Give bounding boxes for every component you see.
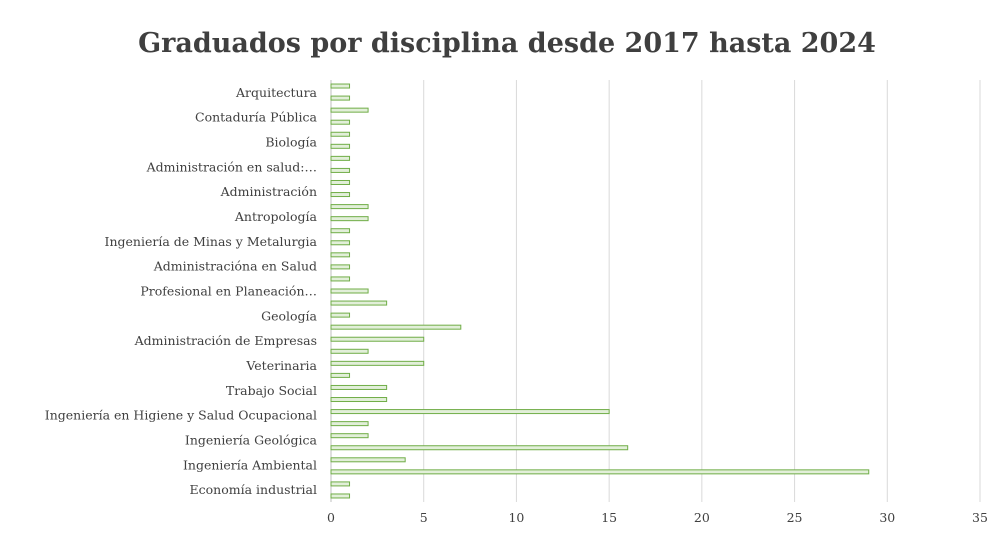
category-label: Economía industrial (190, 482, 317, 497)
bar (330, 131, 351, 137)
category-label: Profesional en Planeación… (140, 284, 317, 299)
bar (330, 469, 870, 475)
category-label: Ingeniería Ambiental (183, 457, 317, 472)
bar (330, 107, 369, 113)
bar (330, 433, 369, 439)
chart-title: Graduados por disciplina desde 2017 hast… (138, 28, 876, 59)
bar (330, 348, 369, 354)
x-tick-label: 5 (420, 510, 428, 525)
category-label: Administración (220, 184, 317, 199)
bar (330, 252, 351, 258)
bar (330, 360, 425, 366)
bars (330, 83, 870, 499)
gridlines (330, 80, 981, 502)
category-label: Antropología (234, 209, 318, 224)
bar (330, 83, 351, 89)
category-label: Trabajo Social (226, 383, 317, 398)
bar (330, 372, 351, 378)
x-tick-label: 25 (787, 510, 803, 525)
bar (330, 216, 369, 222)
category-labels: Arquitectura Contaduría Pública Biología Ad… (45, 85, 318, 497)
bar (330, 457, 406, 463)
bar (330, 264, 351, 270)
bar (330, 95, 351, 101)
bar (330, 192, 351, 198)
bar (330, 481, 351, 487)
category-label: Contaduría Pública (195, 110, 318, 125)
bar (330, 445, 629, 451)
bar (330, 300, 388, 306)
bar (330, 228, 351, 234)
category-label: Biología (265, 135, 317, 150)
bar (330, 240, 351, 246)
x-tick-label: 30 (879, 510, 895, 525)
category-label: Geología (261, 308, 317, 323)
category-label: Veterinaria (245, 358, 317, 373)
x-tick-labels: 0 5 10 15 20 25 30 35 (327, 510, 988, 525)
bar (330, 276, 351, 282)
category-label: Ingeniería de Minas y Metalurgia (105, 234, 318, 249)
bar (330, 493, 351, 499)
bar (330, 119, 351, 125)
bar (330, 204, 369, 210)
category-label: Arquitectura (235, 85, 318, 100)
bar (330, 421, 369, 427)
category-label: Administración de Empresas (134, 333, 317, 348)
x-tick-label: 0 (327, 510, 335, 525)
bar (330, 167, 351, 173)
category-label: Ingeniería en Higiene y Salud Ocupaciona… (45, 408, 317, 423)
bar (330, 409, 610, 415)
bar (330, 155, 351, 161)
x-tick-label: 35 (972, 510, 988, 525)
category-label: Ingeniería Geológica (185, 432, 318, 447)
bar (330, 336, 425, 342)
bar (330, 312, 351, 318)
x-tick-label: 20 (694, 510, 710, 525)
bar (330, 397, 388, 403)
bar (330, 288, 369, 294)
x-tick-label: 10 (508, 510, 524, 525)
bar (330, 384, 388, 390)
bar (330, 143, 351, 149)
x-tick-label: 15 (601, 510, 617, 525)
bar (330, 179, 351, 185)
category-label: Administración en salud:… (146, 159, 317, 174)
bar (330, 324, 462, 330)
category-label: Administracióna en Salud (153, 259, 317, 274)
